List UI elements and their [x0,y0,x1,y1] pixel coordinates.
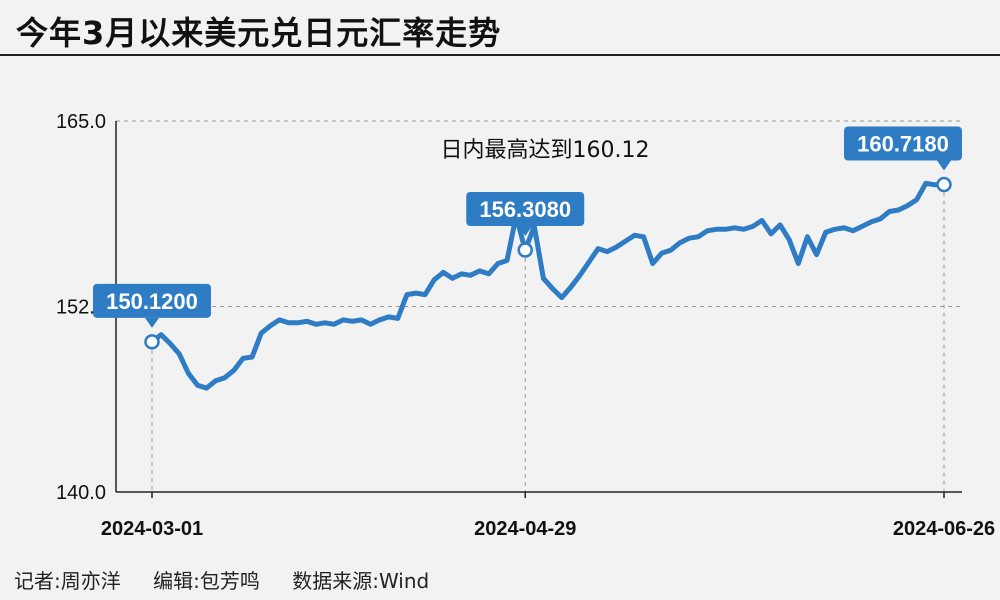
value-callout: 156.3080 [466,191,585,236]
callout-box [844,126,962,161]
chart-title: 今年3月以来美元兑日元汇率走势 [16,14,502,52]
callout-value: 150.1200 [106,289,198,314]
x-tick-label: 2024-03-01 [101,518,203,540]
highlight-point [936,176,952,193]
title-divider [0,54,1000,56]
callout-value: 156.3080 [479,197,571,222]
callout-pointer [937,160,951,171]
footer-credits: 记者:周亦洋 编辑:包芳鸣 数据来源:Wind [14,565,455,594]
callout-value: 160.7180 [857,132,949,157]
x-tick-label: 2024-06-26 [893,518,995,540]
callout-pointer [145,317,159,328]
y-tick-label: 140.0 [56,482,106,504]
grid-layer [116,120,962,492]
series-line [149,180,947,391]
callout-box [93,283,211,318]
x-tick-label: 2024-04-29 [474,518,576,540]
callout-pointer [518,225,533,236]
reporter-credit: 记者:周亦洋 [14,569,121,593]
callout-box [466,191,585,226]
source-credit: 数据来源:Wind [292,569,430,593]
highlight-point [517,242,533,258]
label-layer: 150.1200 156.3080 160.7180 日内最高达到160.12 [93,126,962,328]
series-layer [144,176,952,391]
value-callout: 150.1200 [93,283,211,328]
highlight-point [144,334,160,350]
editor-credit: 编辑:包芳鸣 [153,569,260,593]
value-callout: 160.7180 [844,126,962,171]
intraday-high-annotation: 日内最高达到160.12 [441,138,650,163]
y-tick-label: 165.0 [56,111,106,133]
